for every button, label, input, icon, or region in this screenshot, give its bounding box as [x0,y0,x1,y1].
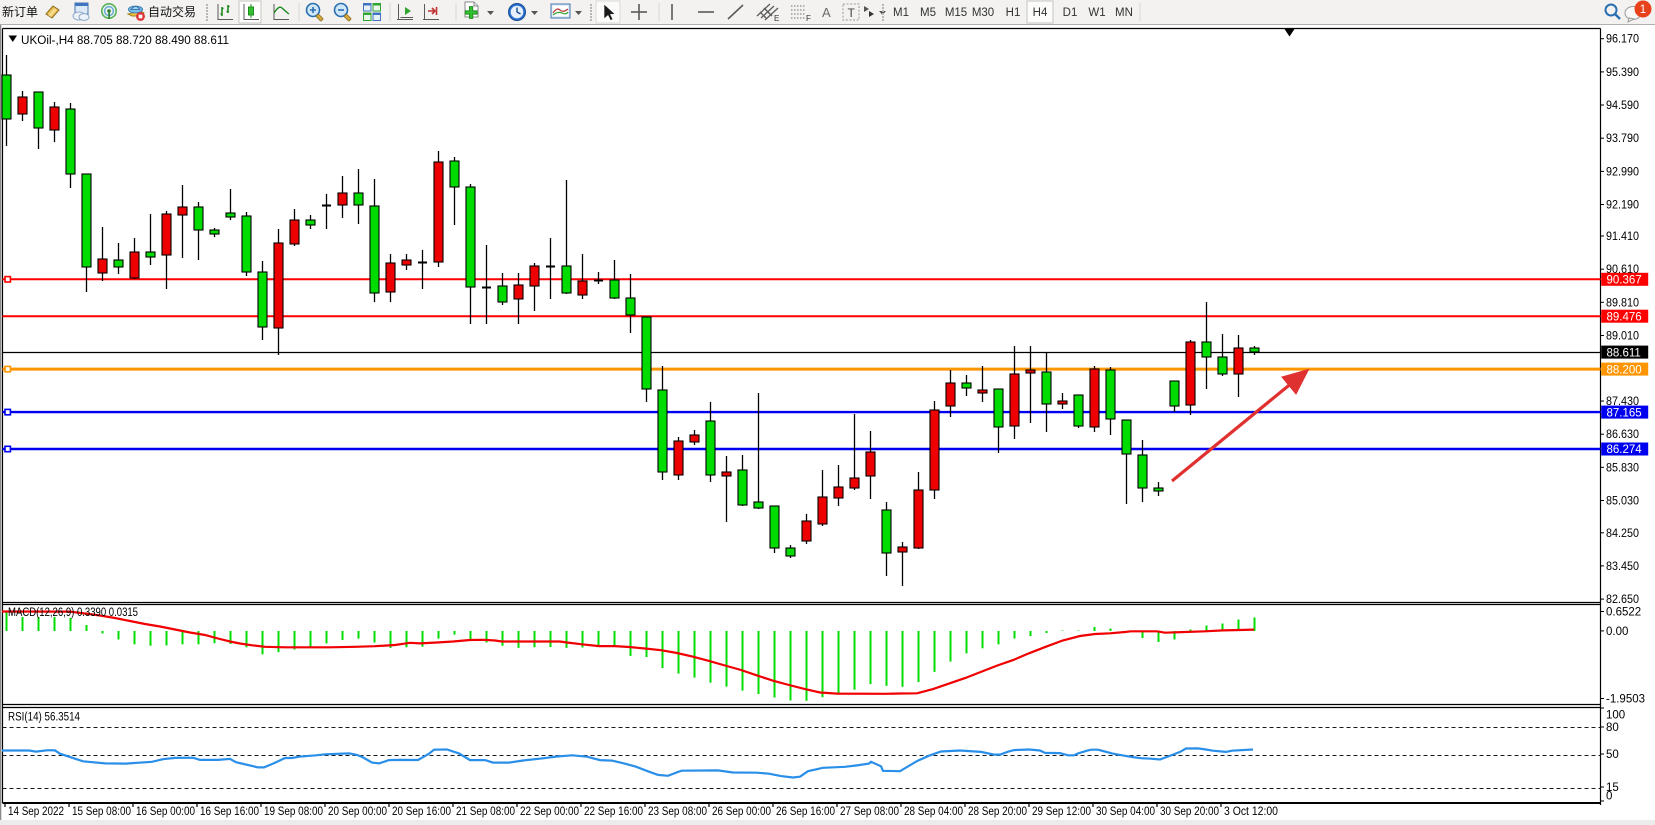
svg-text:80: 80 [1606,722,1619,734]
svg-text:新订单: 新订单 [2,4,38,19]
svg-text:87.430: 87.430 [1606,396,1639,408]
svg-text:22 Sep 16:00: 22 Sep 16:00 [584,806,643,818]
svg-text:19 Sep 08:00: 19 Sep 08:00 [264,806,323,818]
svg-text:29 Sep 12:00: 29 Sep 12:00 [1032,806,1091,818]
svg-text:MACD(12,26,9) 0.3390 0.0315: MACD(12,26,9) 0.3390 0.0315 [8,607,138,619]
svg-text:90.367: 90.367 [1607,275,1642,287]
svg-text:88.611: 88.611 [1607,347,1641,359]
svg-text:86.630: 86.630 [1606,429,1639,441]
svg-text:3 Oct 12:00: 3 Oct 12:00 [1224,806,1278,818]
svg-text:15 Sep 08:00: 15 Sep 08:00 [72,806,131,818]
svg-text:0.00: 0.00 [1606,626,1628,638]
svg-text:89.476: 89.476 [1607,311,1642,323]
svg-text:27 Sep 08:00: 27 Sep 08:00 [840,806,899,818]
svg-text:1: 1 [1640,4,1646,16]
svg-text:M15: M15 [945,7,967,19]
svg-text:85.830: 85.830 [1606,462,1639,474]
svg-text:-1.9503: -1.9503 [1606,694,1645,706]
svg-text:20 Sep 00:00: 20 Sep 00:00 [328,806,387,818]
svg-text:22 Sep 00:00: 22 Sep 00:00 [520,806,579,818]
svg-text:E: E [774,14,779,23]
svg-text:95.390: 95.390 [1606,67,1639,79]
svg-text:M5: M5 [920,7,936,19]
svg-text:93.790: 93.790 [1606,133,1639,145]
svg-text:83.450: 83.450 [1606,561,1639,573]
svg-text:A: A [822,5,831,20]
svg-text:自动交易: 自动交易 [148,4,196,19]
svg-text:21 Sep 08:00: 21 Sep 08:00 [456,806,515,818]
svg-text:87.165: 87.165 [1607,407,1642,419]
svg-text:20 Sep 16:00: 20 Sep 16:00 [392,806,451,818]
svg-text:16 Sep 16:00: 16 Sep 16:00 [200,806,259,818]
svg-text:M1: M1 [893,7,909,19]
svg-text:89.810: 89.810 [1606,297,1639,309]
svg-text:RSI(14) 56.3514: RSI(14) 56.3514 [8,712,81,724]
svg-text:91.410: 91.410 [1606,231,1639,243]
svg-text:T: T [848,6,856,20]
svg-text:30 Sep 20:00: 30 Sep 20:00 [1160,806,1219,818]
svg-text:M30: M30 [972,7,994,19]
svg-text:92.190: 92.190 [1606,200,1639,212]
svg-text:30 Sep 04:00: 30 Sep 04:00 [1096,806,1155,818]
svg-text:85.030: 85.030 [1606,496,1639,508]
svg-text:H1: H1 [1006,7,1021,19]
svg-text:MN: MN [1115,7,1133,19]
svg-text:86.274: 86.274 [1607,444,1643,456]
svg-text:H4: H4 [1033,7,1048,19]
svg-text:0: 0 [1606,791,1612,803]
svg-text:14 Sep 2022: 14 Sep 2022 [8,806,64,818]
svg-text:96.170: 96.170 [1606,34,1639,46]
svg-text:89.010: 89.010 [1606,331,1639,343]
svg-text:0.6522: 0.6522 [1606,607,1641,619]
svg-text:16 Sep 00:00: 16 Sep 00:00 [136,806,195,818]
svg-text:100: 100 [1606,710,1625,722]
svg-text:28 Sep 20:00: 28 Sep 20:00 [968,806,1027,818]
svg-text:D1: D1 [1063,7,1078,19]
svg-text:84.250: 84.250 [1606,528,1639,540]
svg-text:F: F [806,14,811,23]
svg-text:94.590: 94.590 [1606,100,1639,112]
svg-text:23 Sep 08:00: 23 Sep 08:00 [648,806,707,818]
svg-text:26 Sep 16:00: 26 Sep 16:00 [776,806,835,818]
svg-text:26 Sep 00:00: 26 Sep 00:00 [712,806,771,818]
svg-text:W1: W1 [1088,7,1105,19]
svg-text:UKOil-,H4 88.705 88.720 88.49: UKOil-,H4 88.705 88.720 88.490 88.611 [21,35,229,47]
svg-text:28 Sep 04:00: 28 Sep 04:00 [904,806,963,818]
svg-text:15: 15 [1606,782,1619,794]
svg-text:82.650: 82.650 [1606,594,1639,606]
svg-text:92.990: 92.990 [1606,166,1639,178]
svg-text:88.200: 88.200 [1607,364,1642,376]
svg-text:50: 50 [1606,749,1619,761]
